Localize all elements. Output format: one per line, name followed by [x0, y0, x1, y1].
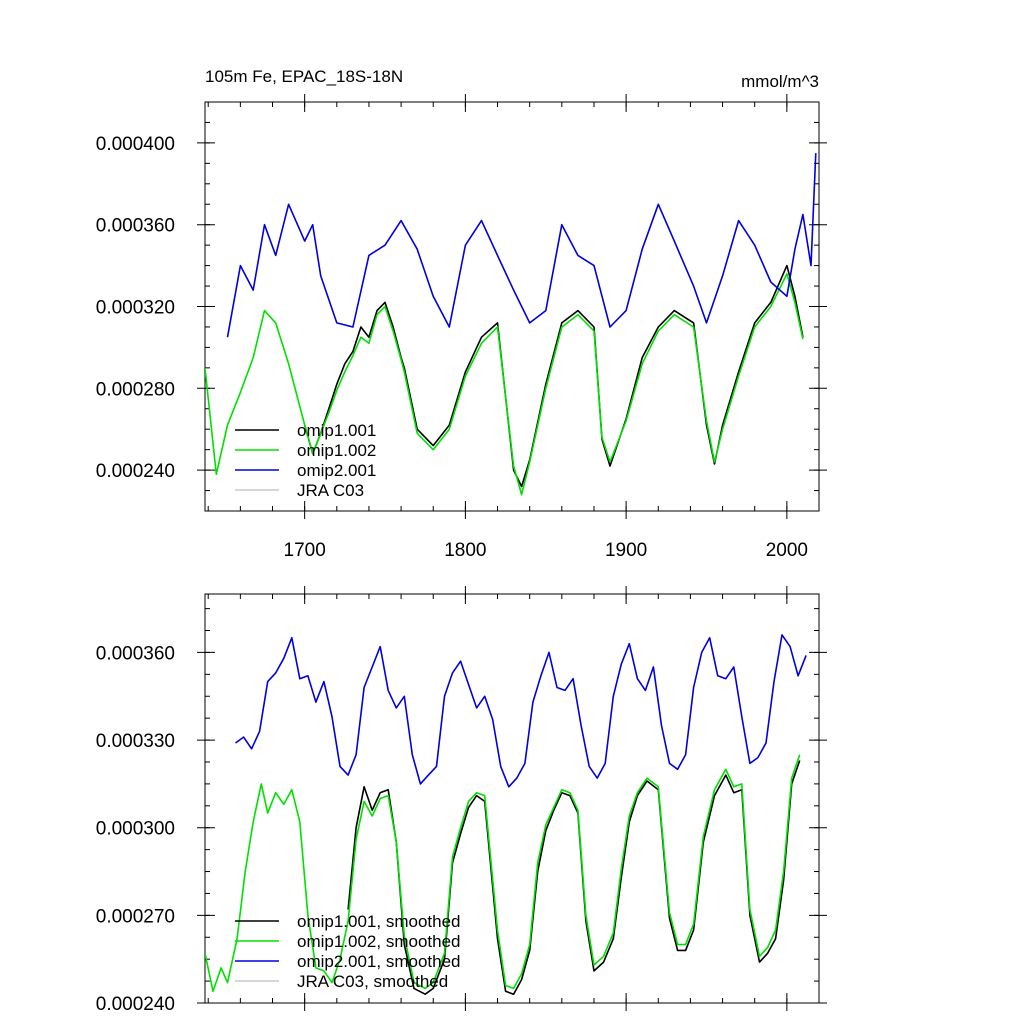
series-line-omip1-002-smoothed	[205, 754, 801, 993]
y-tick-label: 0.000240	[96, 461, 175, 482]
y-tick-label: 0.000270	[96, 906, 175, 927]
y-tick-label: 0.000330	[96, 731, 175, 752]
bottom-chart: 0.000240 0.000270 0.000300 0.000330 0.000360…	[96, 586, 827, 1015]
legend-label: omip1.001	[297, 421, 376, 440]
legend-label: omip1.002	[297, 441, 376, 460]
x-tick-label: 1700	[284, 540, 326, 561]
top-chart-units: mmol/m^3	[741, 72, 819, 91]
series-line-omip2-001-smoothed	[235, 634, 807, 788]
y-tick-label: 0.000400	[96, 134, 175, 155]
x-tick-label: 2000	[766, 540, 808, 561]
y-tick-label: 0.000240	[96, 994, 175, 1015]
legend-label: omip2.001, smoothed	[297, 952, 461, 971]
y-tick-label: 0.000360	[96, 643, 175, 664]
legend-label: omip1.001, smoothed	[297, 912, 461, 931]
series-line-omip1-001	[303, 264, 804, 488]
legend-label: JRA C03	[297, 481, 364, 500]
y-tick-label: 0.000360	[96, 216, 175, 237]
legend-label: omip2.001	[297, 461, 376, 480]
legend-label: JRA C03, smoothed	[297, 972, 448, 991]
y-tick-label: 0.000300	[96, 819, 175, 840]
y-tick-label: 0.000280	[96, 379, 175, 400]
plot-area	[205, 153, 817, 496]
y-tick-label: 0.000320	[96, 298, 175, 319]
top-chart: 1700 1800 1900 2000 0.000240 0.000280 0.000320…	[96, 94, 827, 561]
series-line-omip2-001	[226, 153, 817, 338]
x-tick-label: 1800	[444, 540, 486, 561]
plot-frame	[204, 593, 820, 1004]
series-line-omip1-001-smoothed	[347, 760, 801, 996]
legend-label: omip1.002, smoothed	[297, 932, 461, 951]
series-line-omip1-002	[205, 272, 804, 496]
x-tick-label: 1900	[605, 540, 647, 561]
top-chart-title: 105m Fe, EPAC_18S-18N	[205, 67, 403, 86]
plot-area	[205, 634, 807, 996]
